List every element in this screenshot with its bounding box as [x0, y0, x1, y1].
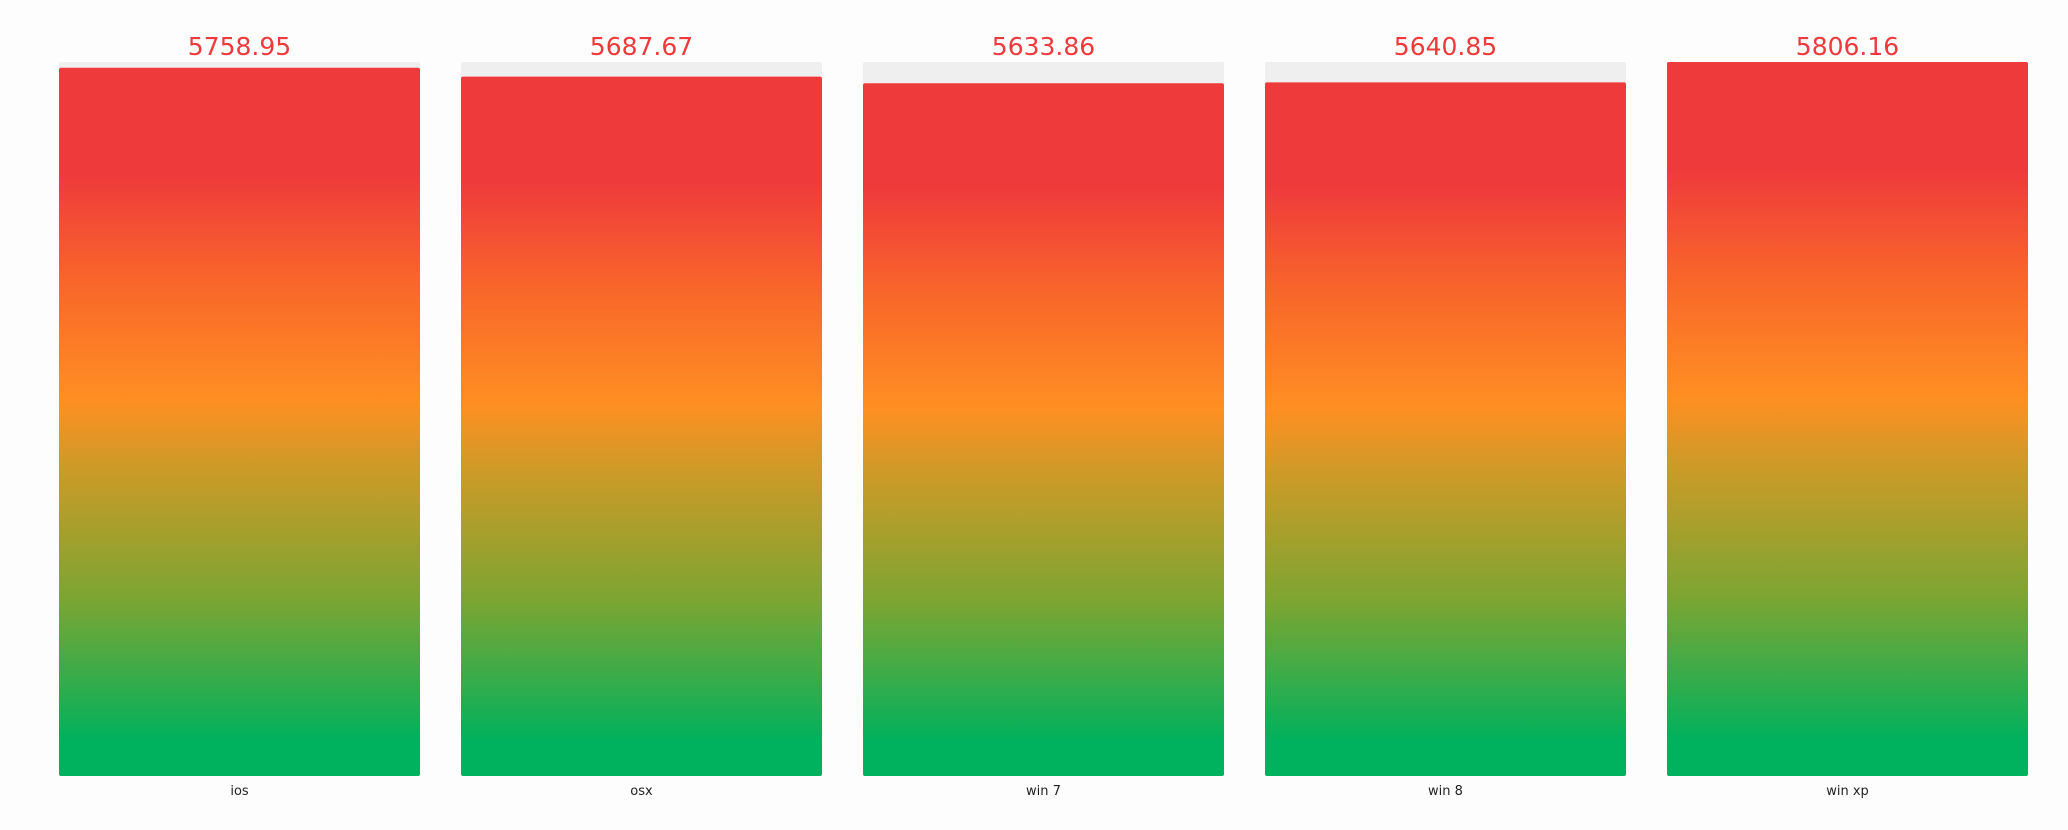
- bar: [863, 83, 1224, 776]
- bar: [1265, 82, 1626, 777]
- bar: [461, 76, 822, 777]
- value-label: 5758.95: [188, 32, 291, 61]
- value-label: 5640.85: [1394, 32, 1497, 61]
- x-tick-label: win 8: [1428, 784, 1463, 799]
- x-tick-label: win xp: [1826, 784, 1869, 799]
- x-tick-label: osx: [630, 784, 653, 799]
- value-label: 5806.16: [1796, 32, 1899, 61]
- value-label: 5687.67: [590, 32, 693, 61]
- bar: [1667, 62, 2028, 776]
- x-tick-label: ios: [230, 784, 249, 799]
- value-label: 5633.86: [992, 32, 1095, 61]
- bar: [59, 67, 420, 777]
- x-tick-label: win 7: [1026, 784, 1061, 799]
